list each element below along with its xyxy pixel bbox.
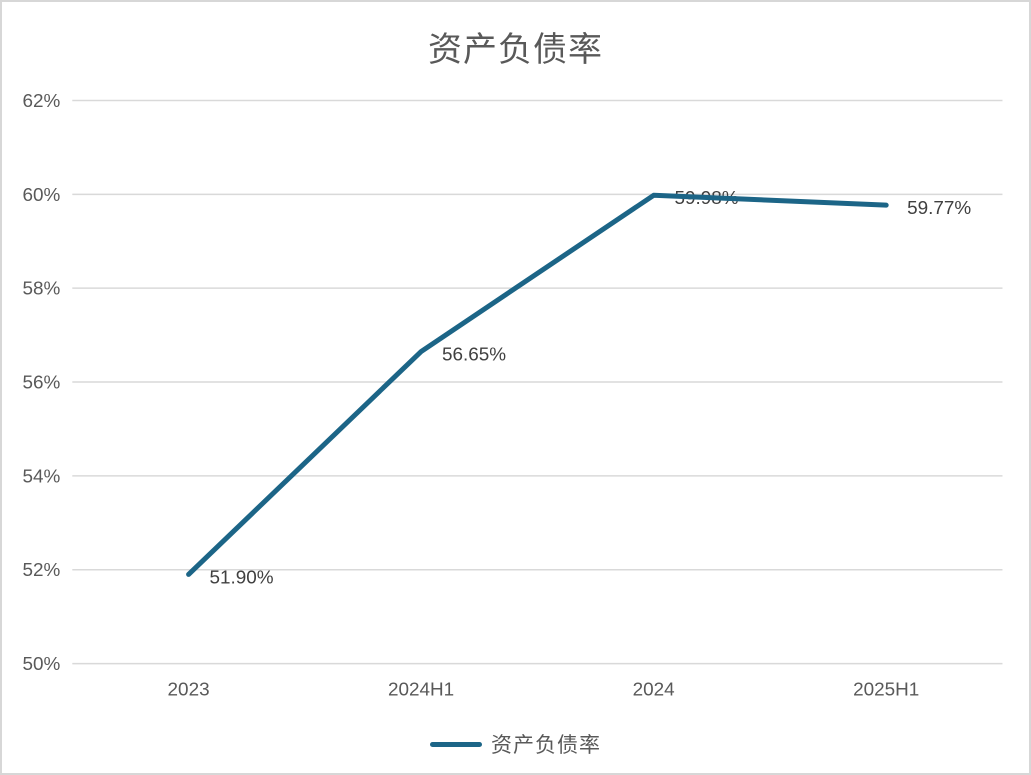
y-axis-tick-label: 62% bbox=[23, 91, 61, 112]
data-label: 56.65% bbox=[442, 344, 506, 365]
data-label: 51.90% bbox=[209, 567, 273, 588]
series-line bbox=[186, 192, 889, 577]
x-axis-tick-label: 2025H1 bbox=[853, 679, 919, 700]
y-axis-tick-label: 56% bbox=[23, 372, 61, 393]
y-axis-tick-label: 58% bbox=[23, 279, 61, 300]
x-axis-tick-label: 2023 bbox=[168, 679, 210, 700]
chart-title: 资产负债率 bbox=[428, 31, 603, 69]
y-axis-tick-label: 54% bbox=[23, 466, 61, 487]
y-axis-tick-label: 60% bbox=[23, 185, 61, 206]
y-axis-tick-label: 50% bbox=[23, 654, 61, 675]
legend-label: 资产负债率 bbox=[491, 734, 601, 757]
legend-line-swatch bbox=[430, 741, 482, 747]
data-label: 59.77% bbox=[907, 198, 971, 219]
legend: 资产负债率 bbox=[2, 729, 1029, 759]
x-axis-tick-label: 2024 bbox=[633, 679, 675, 700]
y-axis-tick-label: 52% bbox=[23, 560, 61, 581]
x-axis-tick-label: 2024H1 bbox=[388, 679, 454, 700]
